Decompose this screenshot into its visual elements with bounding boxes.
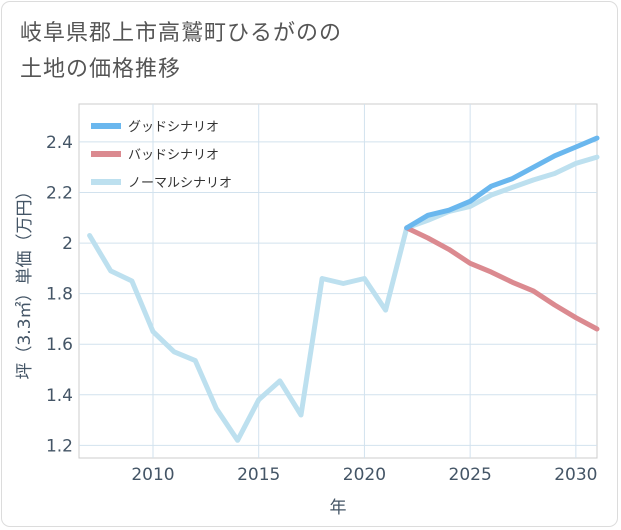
y-tick-label: 2 [62, 234, 73, 254]
chart-title: 岐阜県郡上市高鷲町ひるがのの 土地の価格推移 [20, 16, 342, 88]
good-scenario-line [404, 135, 600, 231]
series-layer [87, 135, 600, 443]
x-tick-label: 2025 [449, 465, 492, 485]
tick-label-layer: 2010 2015 2020 2025 2030 1.2 1.4 1.6 1.8 2 2.2 2.4 [46, 133, 598, 485]
x-tick-label: 2020 [343, 465, 386, 485]
x-tick-label: 2010 [131, 465, 174, 485]
bad-scenario-line [404, 225, 600, 332]
chart-title-line-1: 岐阜県郡上市高鷲町ひるがのの [20, 21, 343, 46]
y-tick-label: 2.4 [46, 133, 73, 153]
x-tick-label: 2015 [237, 465, 280, 485]
y-tick-label: 1.4 [46, 386, 73, 406]
y-tick-label: 1.8 [46, 285, 73, 305]
y-tick-label: 1.6 [46, 335, 73, 355]
x-axis-title: 年 [330, 498, 347, 518]
bad-scenario-legend-label: バッドシナリオ [128, 148, 219, 163]
x-tick-label: 2030 [554, 465, 597, 485]
chart-title-line-2: 土地の価格推移 [20, 57, 182, 82]
y-axis-title: 坪（3.3㎡）単価（万円） [15, 182, 35, 379]
normal-scenario-legend-label: ノーマルシナリオ [128, 176, 232, 191]
good-scenario-legend-label: グッドシナリオ [128, 120, 219, 135]
y-tick-label: 2.2 [46, 184, 73, 204]
y-tick-label: 1.2 [46, 436, 73, 456]
